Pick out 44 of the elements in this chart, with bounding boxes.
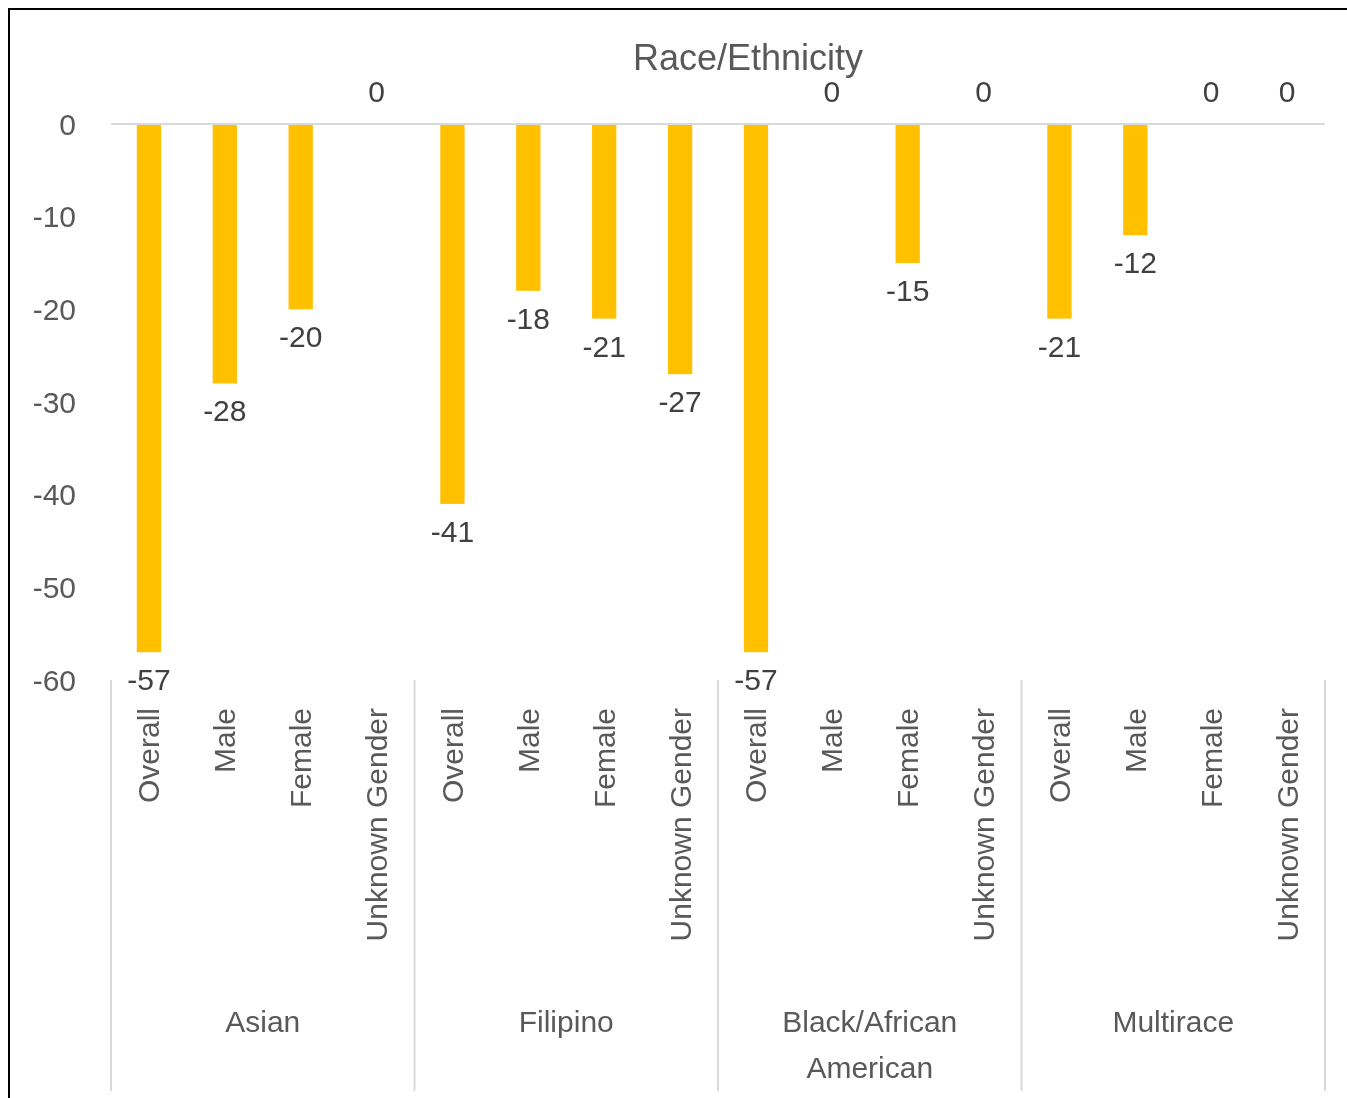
data-label: -21 — [1037, 329, 1082, 363]
x-tick-label: Unknown Gender — [663, 707, 697, 942]
x-tick-label: Female — [1194, 708, 1228, 809]
x-tick-label: Female — [587, 708, 621, 809]
data-label: -15 — [886, 274, 930, 307]
data-label: 0 — [823, 75, 841, 108]
x-tick-label: Male — [1118, 708, 1152, 774]
x-tick-label: Male — [815, 708, 849, 774]
x-tick-label: Male — [208, 708, 242, 774]
x-tick-label: Overall — [739, 708, 773, 804]
data-label: -28 — [203, 394, 247, 428]
data-label: -41 — [430, 514, 475, 548]
y-tick-label: -30 — [32, 385, 76, 419]
y-tick-label: -60 — [32, 663, 76, 697]
x-tick-label: Unknown Gender — [1270, 707, 1304, 942]
x-tick-label: Overall — [1042, 708, 1076, 804]
chart-title: Race/Ethnicity — [632, 37, 864, 78]
text: Black/African American — [782, 1005, 958, 1084]
data-label: 0 — [975, 75, 992, 108]
text: Multirace — [1112, 1005, 1235, 1038]
data-label: -57 — [734, 663, 778, 697]
data-label: -57 — [127, 663, 171, 697]
x-tick-label: Male — [511, 708, 545, 774]
y-tick-label: -10 — [32, 200, 76, 234]
x-tick-label: Female — [891, 708, 925, 809]
data-label: 0 — [1278, 75, 1296, 108]
x-tick-label: Female — [284, 708, 318, 809]
x-tick-label: Overall — [132, 708, 166, 804]
y-tick-label: -40 — [32, 478, 76, 512]
y-tick-label: 0 — [59, 107, 76, 141]
data-label: -21 — [582, 329, 626, 363]
y-tick-label: -20 — [32, 292, 76, 326]
data-label: -18 — [506, 301, 550, 335]
text: Asian — [225, 1005, 301, 1038]
data-label: -12 — [1113, 246, 1157, 280]
y-tick-label: -50 — [32, 570, 76, 604]
text: Filipino — [518, 1005, 614, 1038]
data-label: 0 — [368, 75, 385, 108]
data-label: -20 — [279, 320, 323, 354]
data-label: 0 — [1202, 75, 1220, 108]
x-tick-label: Overall — [435, 708, 469, 804]
x-tick-label: Unknown Gender — [360, 707, 394, 942]
x-tick-label: Unknown Gender — [967, 707, 1001, 942]
data-label: -27 — [658, 385, 702, 419]
